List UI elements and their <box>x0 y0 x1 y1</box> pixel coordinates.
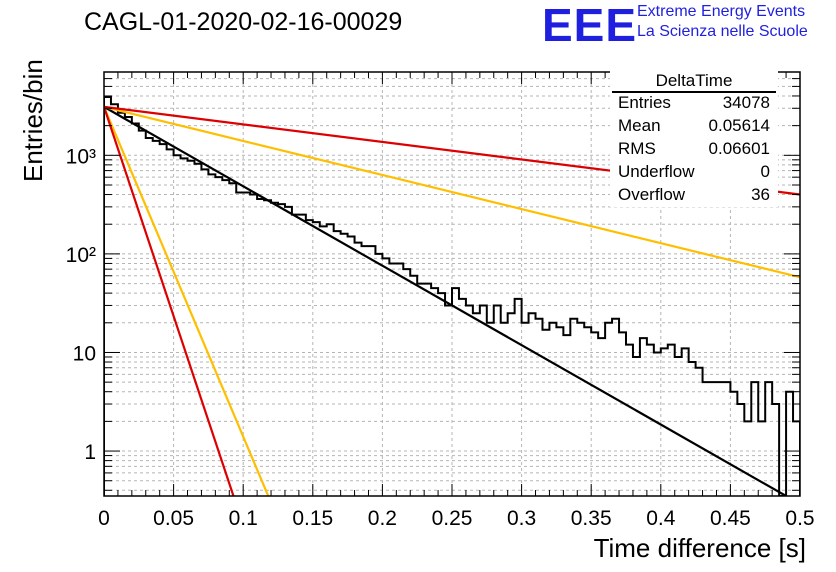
stats-row-overflow: Overflow 36 <box>618 185 770 207</box>
x-tick-label: 0.3 <box>507 507 536 530</box>
x-tick-label: 0.4 <box>646 507 676 530</box>
y-axis-label: Entries/bin <box>18 59 48 182</box>
x-tick-label: 0.05 <box>153 507 194 530</box>
logo-line-2: La Scienza nelle Scuole <box>637 23 808 40</box>
fit-curve-line <box>104 105 800 279</box>
logo-line-1: Extreme Energy Events <box>637 3 806 20</box>
fit-curve-line <box>104 105 787 496</box>
x-tick-label: 0.35 <box>571 507 612 530</box>
y-tick-label: 10³ <box>66 145 96 168</box>
stats-label: Entries <box>618 93 671 112</box>
stats-divider <box>612 91 776 93</box>
fit-curve-line <box>104 106 270 496</box>
stats-value: 0 <box>760 162 770 181</box>
stats-value: 36 <box>751 185 770 204</box>
stats-value: 34078 <box>722 93 770 112</box>
stats-row-mean: Mean 0.05614 <box>618 116 770 138</box>
stats-row-entries: Entries 34078 <box>618 93 770 115</box>
stats-label: Mean <box>618 116 661 135</box>
stats-value: 0.06601 <box>708 139 770 158</box>
x-tick-label: 0.5 <box>785 507 814 530</box>
x-tick-label: 0.45 <box>710 507 751 530</box>
x-tick-label: 0.15 <box>292 507 333 530</box>
y-tick-label: 10 <box>73 342 96 365</box>
x-axis-label: Time difference [s] <box>593 533 806 563</box>
y-tick-label: 1 <box>84 441 96 464</box>
histogram-line <box>104 96 800 496</box>
stats-label: RMS <box>618 139 656 158</box>
stats-row-underflow: Underflow 0 <box>618 162 770 184</box>
stats-label: Overflow <box>618 185 686 204</box>
stats-value: 0.05614 <box>708 116 770 135</box>
chart-title: CAGL-01-2020-02-16-00029 <box>84 8 403 36</box>
stats-box: DeltaTime Entries 34078 Mean 0.05614 RMS… <box>610 69 778 207</box>
eee-logo: EEE <box>542 0 638 51</box>
stats-label: Underflow <box>618 162 695 181</box>
y-tick-label: 10² <box>66 244 96 267</box>
x-tick-label: 0.2 <box>368 507 397 530</box>
x-tick-label: 0.25 <box>432 507 473 530</box>
stats-title: DeltaTime <box>655 71 733 90</box>
x-tick-label: 0.1 <box>229 507 258 530</box>
fit-curve-line <box>104 106 235 496</box>
stats-row-rms: RMS 0.06601 <box>618 139 770 161</box>
x-tick-label: 0 <box>98 507 110 530</box>
